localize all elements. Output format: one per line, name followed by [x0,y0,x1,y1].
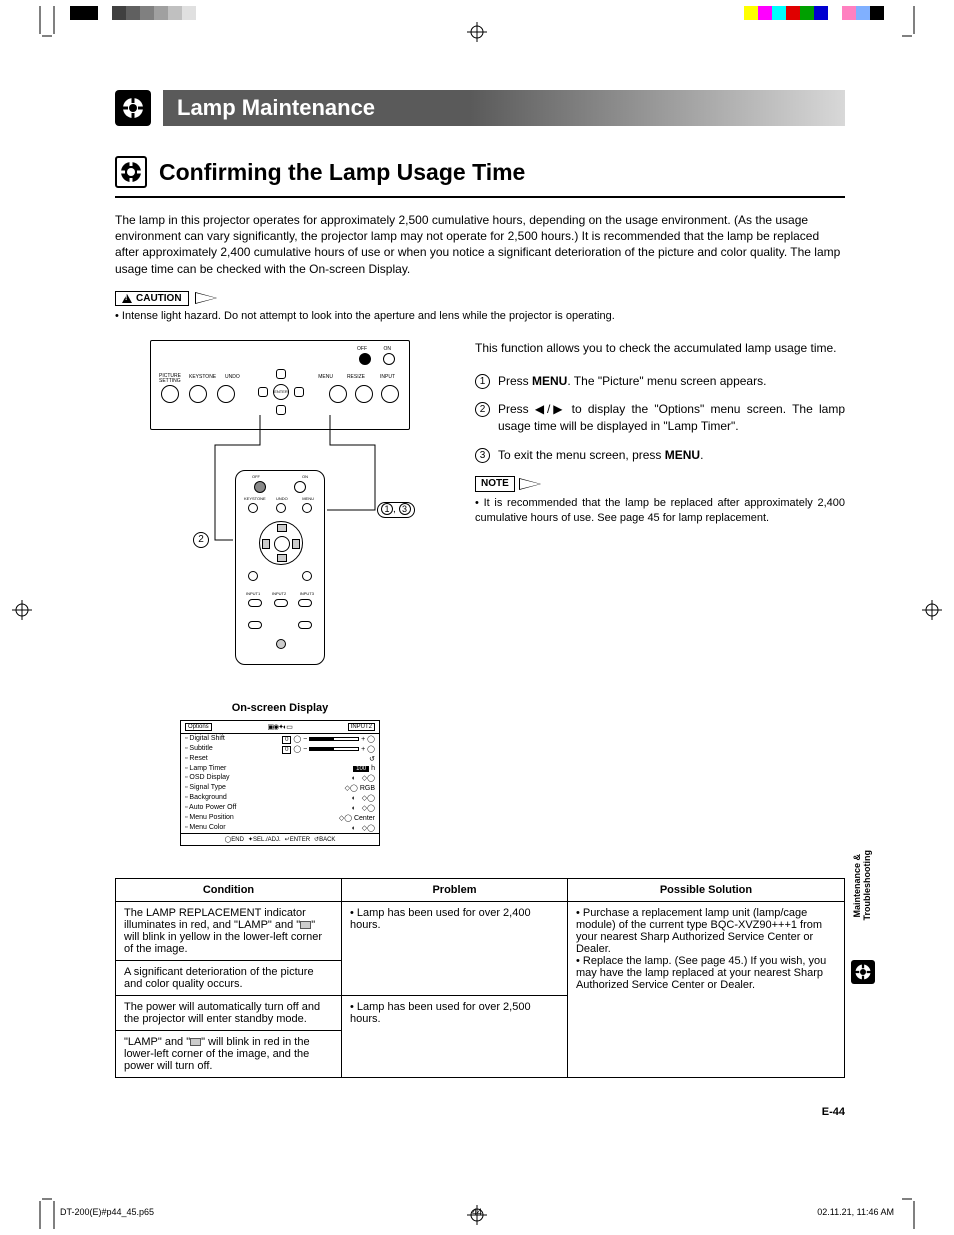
osd-footer: ◯END ✦SEL./ADJ. ↵ENTER ↺BACK [181,833,379,845]
cond-1: The LAMP REPLACEMENT indicator illuminat… [116,901,342,960]
panel-btn [329,385,347,403]
prob-1: • Lamp has been used for over 2,400 hour… [341,901,567,995]
crop-mark [902,1189,926,1229]
note-label: NOTE [475,476,515,492]
arrow-icon [195,292,217,304]
step-number: 3 [475,448,490,463]
label-picture: PICTURESETTING [159,374,181,384]
footer-page: 44 [472,1207,482,1217]
page-content: Lamp Maintenance Confirming the Lamp Usa… [115,90,845,1078]
lifebuoy-icon [115,90,151,126]
print-color-bar-right [744,6,884,20]
step-number: 2 [475,402,490,417]
remote-control-diagram: OFF ON KEYSTONE UNDO MENU [235,470,325,665]
remote-dpad [259,521,303,565]
divider [115,196,845,198]
remote-btn [248,621,262,629]
remote-btn [276,503,286,513]
prob-2: • Lamp has been used for over 2,500 hour… [341,995,567,1077]
callout-1-3: 1, 3 [377,502,415,518]
section-title: Lamp Maintenance [163,90,845,126]
osd-display: Options ▣◉✦◐▭ INPUT2 ▫ Digital Shift0 ◯ … [180,720,380,846]
arrow-icon [519,478,541,490]
remote-btn [248,599,262,607]
note-header: NOTE [475,476,845,492]
page-number: E-44 [822,1106,845,1118]
callout-2: 2 [193,532,209,548]
intro-paragraph: The lamp in this projector operates for … [115,212,845,277]
label-keystone: KEYSTONE [189,374,216,380]
subsection-header: Confirming the Lamp Usage Time [115,156,845,188]
label-on: ON [384,346,392,352]
registration-mark-left [12,600,32,620]
caution-text: • Intense light hazard. Do not attempt t… [115,310,845,322]
cond-4: "LAMP" and "" will blink in red in the l… [116,1030,342,1077]
enter-btn: ENTER [273,384,289,400]
remote-btn [248,503,258,513]
step-text: Press ◀/▶ to display the "Options" menu … [498,401,845,435]
lamp-icon [190,1038,201,1046]
osd-title: On-screen Display [115,702,445,714]
lamp-icon [300,921,311,929]
print-footer: DT-200(E)#p44_45.p65 44 02.11.21, 11:46 … [60,1207,894,1217]
warning-icon [122,294,132,303]
caution-label-text: CAUTION [136,293,182,304]
subsection-title: Confirming the Lamp Usage Time [159,159,525,186]
panel-btn [217,385,235,403]
instructions-column: This function allows you to check the ac… [475,340,845,846]
footer-timestamp: 02.11.21, 11:46 AM [817,1207,894,1217]
label-input: INPUT [380,374,395,380]
step-number: 1 [475,374,490,389]
panel-btn [189,385,207,403]
section-banner: Lamp Maintenance [115,90,845,126]
crop-mark [42,6,66,46]
caution-header: CAUTION [115,291,845,306]
cond-2: A significant deterioration of the pictu… [116,960,342,995]
caution-label: CAUTION [115,291,189,306]
registration-mark-right [922,600,942,620]
remote-btn [274,599,288,607]
power-off-btn [359,353,371,365]
power-on-btn [383,353,395,365]
step-text: Press MENU. The "Picture" menu screen ap… [498,373,766,390]
footer-file: DT-200(E)#p44_45.p65 [60,1207,154,1217]
label-menu: MENU [318,374,333,380]
panel-btn [355,385,373,403]
step-text: To exit the menu screen, press MENU. [498,447,703,464]
diagram-column: OFF ON PICTURESETTING KEYSTONE UNDO MENU… [115,340,445,846]
dpad: ENTER [258,369,304,415]
remote-btn [302,571,312,581]
solution: • Purchase a replacement lamp unit (lamp… [567,901,844,1077]
remote-btn [254,481,266,493]
side-tab: Maintenance &Troubleshooting [853,850,873,921]
registration-mark-top [467,22,487,42]
remote-btn [298,599,312,607]
th-solution: Possible Solution [567,878,844,901]
panel-btn [381,385,399,403]
note-text: • It is recommended that the lamp be rep… [475,496,845,526]
label-resize: RESIZE [347,374,365,380]
lifebuoy-icon [115,156,147,188]
crop-mark [902,6,926,46]
step-list: 1 Press MENU. The "Picture" menu screen a… [475,373,845,464]
cond-3: The power will automatically turn off an… [116,995,342,1030]
remote-btn [248,571,258,581]
th-problem: Problem [341,878,567,901]
osd-header-left: Options [185,723,212,731]
lifebuoy-icon [851,960,875,984]
label-off: OFF [357,346,367,352]
remote-btn [276,639,286,649]
label-undo: UNDO [225,374,240,380]
th-condition: Condition [116,878,342,901]
print-color-bar-left [70,6,210,20]
projector-top-panel-diagram: OFF ON PICTURESETTING KEYSTONE UNDO MENU… [150,340,410,430]
panel-btn [161,385,179,403]
remote-btn [302,503,312,513]
remote-btn [298,621,312,629]
troubleshooting-table: Condition Problem Possible Solution The … [115,878,845,1078]
right-intro: This function allows you to check the ac… [475,340,845,357]
osd-header-right: INPUT2 [348,723,375,731]
remote-btn [294,481,306,493]
